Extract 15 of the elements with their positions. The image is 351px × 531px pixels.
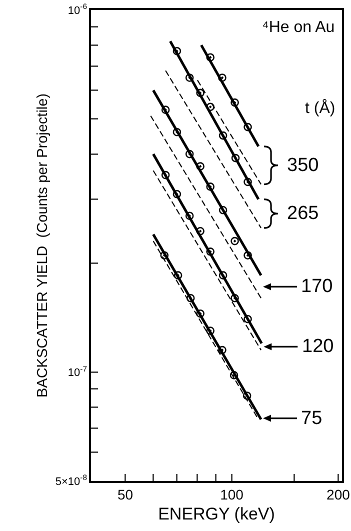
y-tick-label: 5×10$^{-8}$ bbox=[55, 473, 87, 488]
x-tick-label: 100 bbox=[220, 486, 244, 503]
annotation: 75 bbox=[301, 408, 322, 429]
y-tick-label: 10$^{-6}$ bbox=[68, 2, 87, 17]
annotation: 350 bbox=[287, 155, 319, 176]
x-tick-label: 200 bbox=[326, 486, 350, 503]
x-tick-label: 50 bbox=[117, 486, 134, 503]
y-tick-label: 10$^{-7}$ bbox=[68, 364, 87, 379]
y-axis-title: BACKSCATTER YIELD (Counts per Projectile) bbox=[35, 93, 52, 398]
x-axis-title: ENERGY (keV) bbox=[158, 504, 275, 524]
annotation: t (Å) bbox=[305, 99, 336, 117]
annotation: 170 bbox=[301, 276, 333, 297]
annotation: 120 bbox=[302, 336, 334, 357]
annotation: ⁴He on Au bbox=[262, 19, 335, 36]
annotation: 265 bbox=[287, 203, 319, 224]
